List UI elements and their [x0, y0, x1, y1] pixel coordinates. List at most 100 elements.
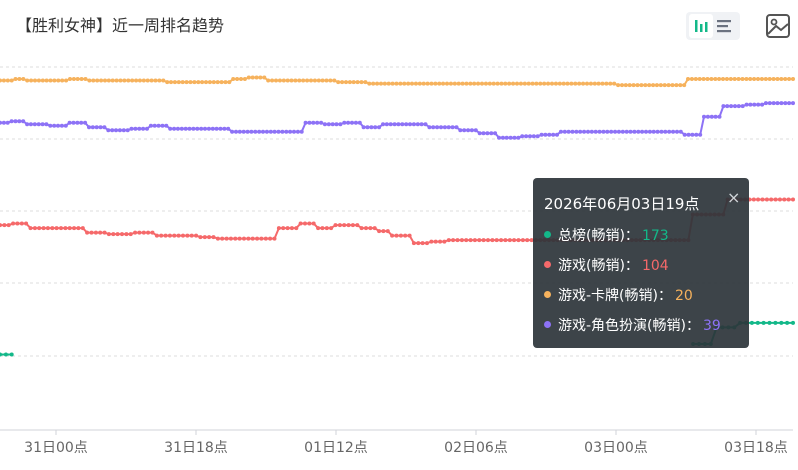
- data-point: [122, 78, 127, 83]
- data-point: [340, 80, 345, 85]
- data-point: [775, 101, 780, 106]
- data-point: [472, 238, 477, 243]
- data-point: [71, 77, 76, 81]
- data-point: [550, 81, 554, 86]
- data-point: [172, 233, 177, 238]
- data-point: [67, 120, 72, 125]
- data-point: [377, 229, 382, 234]
- data-point: [161, 78, 166, 83]
- data-point: [771, 101, 776, 106]
- save-image-button[interactable]: [764, 12, 792, 40]
- data-point: [189, 233, 194, 238]
- view-toggle[interactable]: [686, 12, 740, 40]
- data-point: [451, 238, 456, 243]
- data-point: [675, 129, 679, 134]
- data-point: [489, 131, 494, 136]
- data-point: [350, 223, 355, 228]
- data-point: [421, 81, 426, 86]
- data-point: [172, 126, 177, 131]
- data-point: [382, 81, 387, 86]
- data-point: [297, 78, 302, 83]
- data-point: [787, 77, 792, 81]
- data-point: [222, 126, 227, 131]
- data-point: [504, 135, 509, 140]
- data-point: [211, 235, 216, 240]
- legend-dot-icon: [544, 290, 551, 298]
- data-point: [257, 129, 262, 134]
- data-point: [403, 233, 408, 238]
- image-icon: [766, 14, 790, 38]
- data-point: [367, 81, 372, 86]
- data-point: [83, 120, 88, 125]
- data-point: [184, 80, 189, 85]
- data-point: [168, 126, 173, 131]
- data-point: [63, 123, 68, 128]
- data-point: [608, 81, 613, 86]
- data-point: [13, 119, 18, 124]
- data-point: [613, 129, 618, 134]
- bar-chart-view-button[interactable]: [689, 14, 713, 38]
- data-point: [25, 122, 30, 127]
- data-point: [468, 238, 473, 243]
- data-point: [234, 129, 238, 134]
- data-point: [771, 77, 776, 81]
- data-point: [499, 238, 504, 243]
- data-point: [346, 120, 351, 125]
- data-point: [361, 125, 366, 130]
- data-point: [582, 129, 587, 134]
- data-point: [130, 78, 135, 83]
- data-point: [246, 236, 251, 241]
- data-point: [59, 123, 64, 128]
- data-point: [721, 104, 726, 109]
- data-point: [476, 81, 481, 86]
- data-point: [473, 128, 478, 133]
- data-point: [285, 78, 290, 83]
- data-point: [98, 230, 103, 235]
- data-point: [756, 102, 761, 107]
- data-tooltip: 2026年06月03日19点 × 总榜(畅销)： 173 游戏(畅销)： 104 游…: [533, 178, 749, 348]
- data-point: [600, 81, 605, 86]
- data-point: [755, 320, 760, 325]
- data-point: [195, 126, 200, 131]
- data-point: [334, 122, 339, 127]
- data-point: [206, 126, 211, 131]
- data-point: [9, 119, 14, 124]
- data-point: [632, 129, 637, 134]
- data-point: [250, 75, 255, 80]
- data-point: [627, 83, 632, 88]
- data-point: [406, 81, 411, 86]
- data-point: [643, 83, 648, 88]
- data-point: [460, 81, 465, 86]
- data-point: [779, 77, 784, 81]
- list-view-button[interactable]: [713, 14, 737, 38]
- data-point: [464, 81, 469, 86]
- data-point: [516, 135, 521, 140]
- data-point: [159, 233, 164, 238]
- data-point: [322, 122, 327, 127]
- data-point: [311, 221, 316, 226]
- data-point: [91, 78, 96, 83]
- data-point: [487, 81, 492, 86]
- close-icon[interactable]: ×: [727, 188, 741, 207]
- data-point: [230, 129, 235, 134]
- data-point: [468, 81, 473, 86]
- data-point: [481, 131, 486, 136]
- data-point: [392, 122, 397, 127]
- data-point: [525, 238, 530, 243]
- data-point: [456, 81, 461, 86]
- data-point: [315, 120, 320, 125]
- data-point: [493, 131, 498, 136]
- page-title: 【胜利女神】近一周排名趋势: [16, 16, 225, 35]
- data-point: [365, 125, 370, 130]
- data-point: [445, 81, 449, 86]
- data-point: [344, 80, 348, 85]
- data-point: [295, 129, 300, 134]
- x-tick-label: 02日06点: [444, 440, 508, 456]
- data-point: [32, 122, 37, 127]
- tooltip-row: 游戏(畅销)： 104: [544, 255, 669, 275]
- data-point: [29, 78, 34, 83]
- data-point: [377, 125, 382, 130]
- data-point: [438, 239, 443, 244]
- data-point: [539, 132, 544, 137]
- data-point: [604, 81, 609, 86]
